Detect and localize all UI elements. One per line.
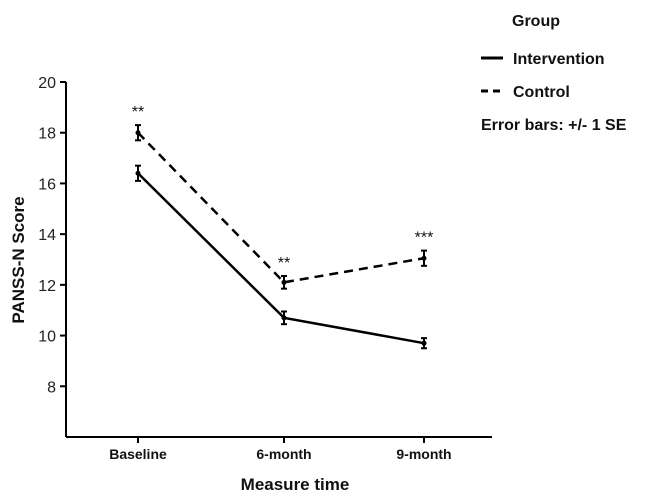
y-tick-label: 20 (38, 75, 56, 92)
data-point-control (421, 255, 427, 261)
x-tick-label: 6-month (256, 446, 311, 462)
significance-label: *** (415, 230, 434, 247)
significance-label: ** (278, 255, 290, 272)
legend-label-intervention: Intervention (513, 51, 605, 68)
legend-note: Error bars: +/- 1 SE (481, 117, 627, 134)
legend-title: Group (512, 13, 560, 30)
data-point-control (135, 130, 141, 136)
x-tick-label: Baseline (109, 446, 167, 462)
data-point-intervention (421, 340, 427, 346)
significance-label: ** (132, 104, 144, 121)
y-ticks: 8 10 12 14 16 18 20 (38, 75, 66, 396)
y-tick-label: 18 (38, 126, 56, 143)
y-tick-label: 10 (38, 329, 56, 346)
data-point-intervention (281, 315, 287, 321)
y-tick-label: 8 (47, 379, 56, 396)
y-tick-label: 14 (38, 227, 56, 244)
x-tick-label: 9-month (396, 446, 451, 462)
series-line-control (137, 131, 425, 284)
data-point-control (281, 279, 287, 285)
legend: Group Intervention Control Error bars: +… (481, 13, 627, 134)
series-layer (135, 124, 427, 350)
y-axis-title: PANSS-N Score (9, 196, 28, 323)
legend-label-control: Control (513, 84, 570, 101)
x-tick-labels: Baseline 6-month 9-month (109, 437, 452, 462)
significance-labels: ******* (132, 104, 434, 272)
data-point-intervention (135, 170, 141, 176)
x-axis-title: Measure time (241, 475, 350, 492)
y-tick-label: 12 (38, 278, 56, 295)
y-tick-label: 16 (38, 176, 56, 193)
